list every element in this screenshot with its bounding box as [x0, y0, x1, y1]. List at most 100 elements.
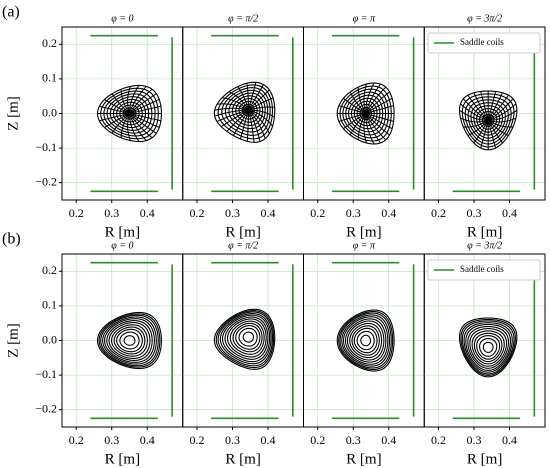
panel-frame: [423, 26, 546, 201]
y-tick-label: 0.0: [42, 332, 57, 346]
flux-surface: [351, 325, 380, 356]
panel-label: (a): [2, 4, 20, 21]
flux-surface: [103, 318, 155, 363]
flux-surface: [467, 325, 510, 369]
legend-box: [427, 259, 541, 281]
y-tick-label: 0.1: [42, 298, 57, 312]
x-tick-label: 0.3: [104, 206, 119, 220]
flux-surface: [113, 326, 146, 355]
flux-surface: [226, 318, 267, 358]
flux-surface: [479, 338, 498, 357]
flux-spokes: [214, 82, 275, 143]
flux-surface: [235, 325, 261, 350]
y-tick-label: −0.2: [35, 401, 57, 415]
y-tick-label: −0.1: [35, 367, 57, 381]
flux-surface: [221, 314, 271, 363]
x-tick-label: 0.4: [260, 433, 275, 447]
flux-surface: [338, 311, 394, 370]
flux-surface: [341, 314, 391, 367]
panel-title: φ = π: [353, 240, 376, 251]
flux-surface: [458, 317, 518, 378]
panel-title: φ = 3π/2: [467, 13, 502, 24]
flux-surface: [111, 324, 148, 357]
x-tick-label: 0.4: [140, 206, 155, 220]
flux-surface: [217, 311, 274, 367]
x-axis-label: R [m]: [467, 451, 502, 467]
x-tick-label: 0.3: [225, 206, 240, 220]
x-tick-label: 0.3: [346, 433, 361, 447]
panel-title: φ = π/2: [228, 13, 258, 24]
x-tick-label: 0.3: [466, 206, 481, 220]
flux-surface: [471, 330, 505, 365]
x-axis-label: R [m]: [346, 224, 381, 240]
flux-surface: [339, 312, 392, 369]
flux-surface: [346, 320, 385, 361]
flux-surface: [108, 322, 151, 359]
x-tick-label: 0.4: [140, 433, 155, 447]
flux-surface: [473, 332, 503, 363]
x-tick-label: 0.2: [310, 433, 325, 447]
panel: [62, 27, 183, 200]
flux-surface: [232, 322, 263, 353]
flux-surface: [229, 320, 265, 355]
y-axis-label: Z [m]: [5, 323, 21, 358]
flux-surface: [215, 310, 275, 369]
flux-spokes: [97, 85, 162, 142]
flux-surface: [106, 320, 153, 361]
flux-surface: [463, 322, 513, 373]
x-axis-label: R [m]: [346, 451, 381, 467]
x-tick-label: 0.4: [502, 206, 517, 220]
panel: [182, 254, 304, 427]
x-axis-label: R [m]: [225, 224, 260, 240]
x-tick-label: 0.3: [104, 433, 119, 447]
flux-surface: [336, 309, 395, 372]
flux-spokes: [337, 82, 395, 145]
panel-title: φ = 3π/2: [467, 240, 502, 251]
y-tick-label: 0.2: [42, 36, 57, 50]
panel: [182, 27, 304, 200]
flux-surface: [238, 327, 258, 347]
flux-spokes: [459, 91, 518, 150]
y-tick-label: 0.0: [42, 105, 57, 119]
x-tick-label: 0.4: [381, 206, 396, 220]
panel-title: φ = 0: [111, 13, 133, 24]
flux-surface: [342, 316, 389, 365]
flux-surface: [360, 334, 372, 347]
panel: [62, 254, 183, 427]
flux-surface: [353, 327, 378, 354]
x-tick-label: 0.2: [189, 433, 204, 447]
y-tick-label: 0.1: [42, 71, 57, 85]
panel-title: φ = π/2: [228, 240, 258, 251]
panel-frame: [423, 253, 546, 428]
flux-surface: [476, 335, 501, 360]
panel: [303, 254, 425, 427]
flux-surface: [356, 330, 375, 351]
x-tick-label: 0.2: [69, 206, 84, 220]
x-tick-label: 0.4: [381, 433, 396, 447]
legend-label: Saddle coils: [460, 264, 504, 274]
x-tick-label: 0.3: [225, 433, 240, 447]
x-tick-label: 0.4: [502, 433, 517, 447]
flux-surface: [102, 316, 157, 365]
x-axis-label: R [m]: [105, 224, 140, 240]
flux-surface: [461, 320, 515, 375]
flux-surface: [460, 318, 516, 376]
flux-surface: [213, 308, 276, 370]
flux-surface: [116, 328, 143, 353]
panel-label: (b): [2, 231, 21, 248]
flux-surface: [349, 322, 383, 359]
x-tick-label: 0.2: [310, 206, 325, 220]
flux-surface: [98, 313, 161, 368]
flux-surface: [482, 341, 494, 353]
x-tick-label: 0.3: [466, 433, 481, 447]
x-tick-label: 0.2: [431, 433, 446, 447]
x-tick-label: 0.3: [346, 206, 361, 220]
x-axis-label: R [m]: [225, 451, 260, 467]
flux-surface: [219, 313, 272, 365]
flux-surface: [96, 311, 162, 370]
legend-box: [427, 32, 541, 54]
flux-surface: [224, 316, 269, 360]
flux-surface: [465, 323, 512, 371]
flux-surface: [242, 331, 255, 343]
